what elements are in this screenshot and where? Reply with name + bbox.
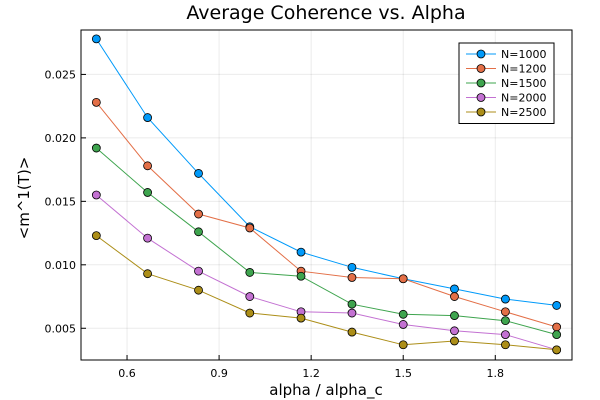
legend-item: N=1200 [466,63,546,76]
data-point [501,316,510,326]
legend-marker [476,107,486,117]
data-point [194,266,203,276]
data-point [194,209,203,219]
y-tick-label: 0.005 [45,322,77,335]
data-point [398,320,408,329]
data-point [245,292,255,301]
data-point [91,143,101,153]
data-point [143,161,152,171]
data-point [296,247,306,257]
data-point [552,330,562,340]
data-point [501,294,510,304]
data-point [296,313,306,323]
legend-label: N=1200 [501,63,546,76]
legend-label: N=2000 [501,92,546,105]
legend-item: N=2500 [466,106,546,119]
y-tick-label: 0.010 [45,259,77,272]
data-point [143,233,152,243]
data-point [347,273,357,282]
series-n-1000 [91,34,562,310]
data-point [450,326,459,336]
data-point [194,227,203,237]
legend-marker [476,64,486,73]
data-point [347,308,357,318]
x-tick-label: 0.6 [118,367,136,380]
series-line [95,147,557,336]
x-axis-label: alpha / alpha_c [269,381,383,400]
chart-title: Average Coherence vs. Alpha [186,2,465,24]
x-tick-label: 0.9 [210,367,228,380]
data-point [450,311,459,320]
data-point [450,292,459,301]
data-point [245,223,255,233]
data-point [347,327,357,337]
data-point [552,301,562,310]
series-group [91,34,562,355]
data-point [501,340,510,350]
x-tick-label: 1.5 [394,367,412,380]
data-point [245,268,255,277]
data-point [501,330,510,340]
data-point [143,113,152,122]
x-tick-label: 1.2 [302,367,320,380]
data-point [450,284,459,294]
data-point [501,307,510,317]
x-tick-label: 1.8 [487,367,505,380]
legend-item: N=1500 [466,77,546,90]
series-n-2000 [91,190,562,355]
data-point [245,308,255,318]
data-point [347,262,357,272]
data-point [194,169,203,178]
series-line [95,194,557,351]
y-axis-ticks: 0.005 0.010 0.015 0.020 0.025 [45,30,86,360]
data-point [552,345,562,355]
y-axis-label: <m^1(T)> [15,157,33,240]
data-point [398,309,408,319]
series-line [95,38,557,306]
data-point [91,34,101,44]
legend-marker [476,93,486,102]
legend-label: N=2500 [501,106,546,119]
legend-label: N=1500 [501,77,546,90]
series-line [96,235,557,351]
legend-label: N=1000 [501,48,546,61]
data-point [347,299,357,309]
series-n-2500 [91,231,562,355]
legend-item: N=1000 [466,48,546,61]
legend-marker [476,49,486,59]
y-tick-label: 0.020 [45,132,77,145]
data-point [398,274,408,284]
x-axis-ticks: 0.6 0.9 1.2 1.5 1.8 [81,355,572,380]
data-point [194,285,203,295]
data-point [91,97,101,107]
y-tick-label: 0.015 [45,195,77,208]
series-line [95,101,557,328]
data-point [398,340,408,350]
legend-marker [476,78,486,88]
data-point [91,190,101,200]
data-point [552,322,562,332]
legend-item: N=2000 [466,92,546,105]
data-point [296,271,306,281]
data-point [143,269,152,279]
data-point [91,231,101,241]
y-tick-label: 0.025 [45,68,77,81]
series-n-1500 [91,143,562,340]
data-point [143,188,152,197]
data-point [450,336,459,346]
